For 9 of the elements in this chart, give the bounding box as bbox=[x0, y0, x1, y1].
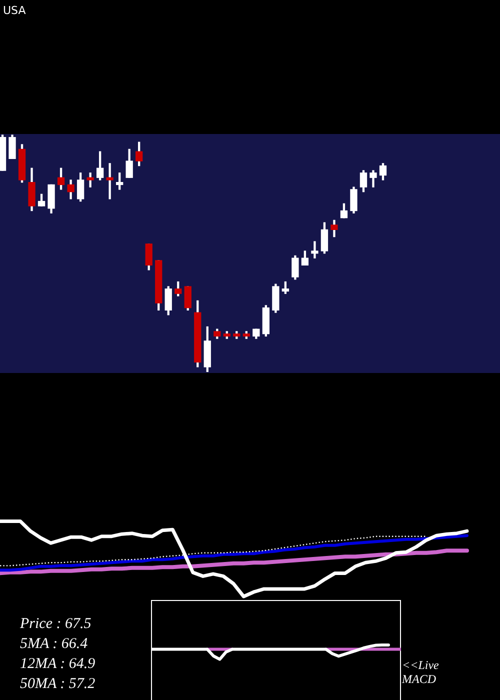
text: Price : 67.5 bbox=[20, 615, 92, 634]
text: 5MA : 66.4 bbox=[20, 635, 88, 654]
candlestick bbox=[106, 163, 114, 200]
annotation: <<Live MACD bbox=[402, 658, 440, 686]
candlestick bbox=[311, 241, 318, 258]
candlestick bbox=[86, 172, 94, 188]
text: 50MA : 57.2 bbox=[20, 675, 96, 694]
chart-title: USA bbox=[3, 4, 26, 17]
text: 12MA : 64.9 bbox=[20, 655, 96, 674]
